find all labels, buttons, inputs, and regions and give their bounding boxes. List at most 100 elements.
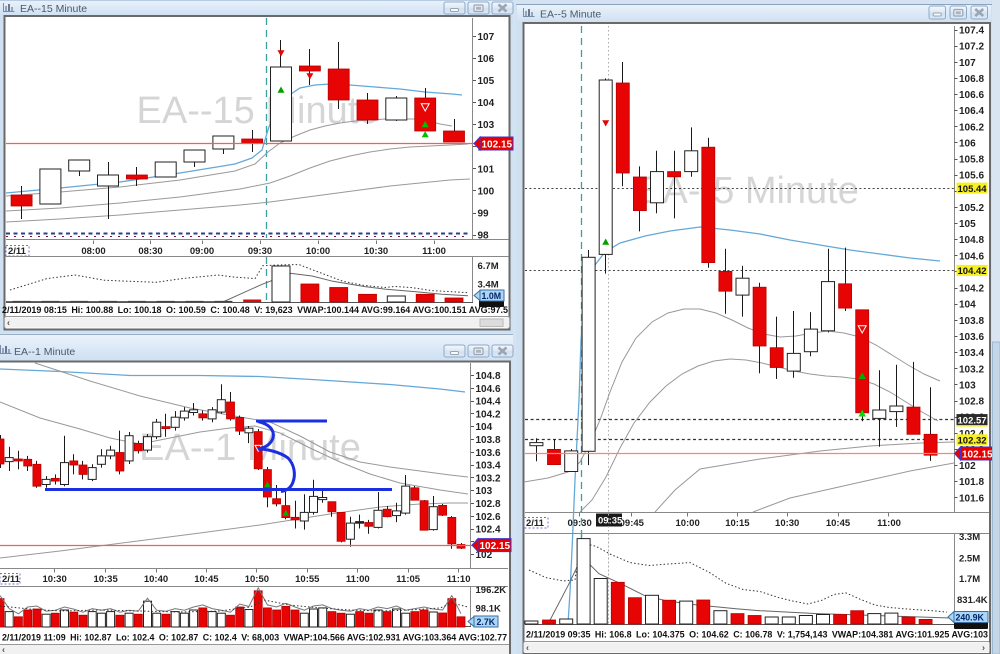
svg-text:104: 104	[959, 300, 976, 311]
svg-text:‹: ‹	[2, 645, 5, 654]
svg-text:104.8: 104.8	[959, 235, 984, 246]
svg-text:105.44: 105.44	[958, 184, 988, 195]
svg-text:105.8: 105.8	[959, 155, 984, 166]
svg-text:102.8: 102.8	[476, 499, 501, 510]
svg-text:2/11: 2/11	[2, 574, 21, 585]
svg-text:10:30: 10:30	[364, 246, 388, 257]
svg-text:09:45: 09:45	[620, 518, 645, 529]
svg-text:103: 103	[476, 486, 493, 497]
svg-text:104.2: 104.2	[476, 409, 501, 420]
svg-text:104: 104	[478, 98, 495, 109]
svg-text:106: 106	[959, 138, 976, 149]
svg-text:240.9K: 240.9K	[956, 612, 985, 622]
svg-text:11:05: 11:05	[396, 574, 420, 585]
svg-text:102: 102	[959, 461, 976, 472]
svg-text:104.4: 104.4	[476, 397, 501, 408]
svg-text:6.7M: 6.7M	[478, 261, 499, 272]
svg-text:103.2: 103.2	[476, 473, 501, 484]
svg-text:106.8: 106.8	[959, 74, 984, 85]
svg-text:09:00: 09:00	[190, 246, 214, 257]
svg-text:10:45: 10:45	[194, 574, 219, 585]
svg-text:107: 107	[478, 32, 495, 43]
svg-text:‹: ‹	[526, 643, 529, 653]
svg-text:104.6: 104.6	[959, 251, 984, 262]
svg-text:104.42: 104.42	[958, 266, 987, 277]
svg-text:2/11: 2/11	[526, 518, 545, 529]
svg-text:103: 103	[478, 120, 495, 131]
svg-text:196.2K: 196.2K	[476, 585, 507, 596]
svg-text:102.57: 102.57	[958, 415, 987, 426]
svg-text:103.2: 103.2	[959, 364, 984, 375]
svg-text:101.6: 101.6	[959, 493, 984, 504]
svg-text:2/11/2019 09:35 Hi: 106.8 Lo:: 2/11/2019 09:35 Hi: 106.8 Lo: 104.375 O:…	[526, 630, 988, 640]
svg-text:10:15: 10:15	[725, 518, 750, 529]
svg-text:98.1K: 98.1K	[476, 604, 501, 615]
svg-text:1.0M: 1.0M	[482, 291, 502, 301]
svg-text:11:00: 11:00	[346, 574, 370, 585]
svg-text:10:45: 10:45	[826, 518, 851, 529]
svg-text:102.6: 102.6	[476, 512, 501, 523]
svg-text:10:30: 10:30	[42, 574, 66, 585]
svg-text:98: 98	[478, 231, 490, 242]
svg-text:106.2: 106.2	[959, 122, 984, 133]
svg-text:08:00: 08:00	[81, 246, 105, 257]
svg-text:3.4M: 3.4M	[478, 280, 499, 291]
svg-text:‹: ‹	[7, 318, 10, 328]
svg-text:107.2: 107.2	[959, 42, 984, 53]
svg-text:103.6: 103.6	[476, 448, 501, 459]
svg-text:11:00: 11:00	[877, 518, 901, 529]
svg-text:2/11/2019 08:15 Hi: 100.88 Lo:: 2/11/2019 08:15 Hi: 100.88 Lo: 100.18 O:…	[2, 305, 508, 315]
svg-text:831.4K: 831.4K	[957, 595, 988, 606]
svg-text:105: 105	[959, 219, 976, 230]
svg-text:EA--15 Minute: EA--15 Minute	[20, 3, 87, 15]
svg-text:102.8: 102.8	[959, 397, 984, 408]
svg-text:105.2: 105.2	[959, 203, 984, 214]
svg-text:106.4: 106.4	[959, 106, 984, 117]
svg-text:10:30: 10:30	[775, 518, 799, 529]
svg-text:104: 104	[476, 422, 493, 433]
svg-text:10:00: 10:00	[675, 518, 699, 529]
svg-text:103.6: 103.6	[959, 332, 984, 343]
svg-text:101.8: 101.8	[959, 477, 984, 488]
svg-text:103: 103	[959, 380, 976, 391]
svg-text:103.4: 103.4	[476, 461, 501, 472]
svg-text:3.3M: 3.3M	[959, 532, 980, 543]
svg-text:102.15: 102.15	[482, 139, 513, 150]
svg-text:104.8: 104.8	[476, 371, 501, 382]
svg-text:2.5M: 2.5M	[959, 554, 980, 565]
svg-text:104.2: 104.2	[959, 284, 984, 295]
svg-text:09:30: 09:30	[248, 246, 272, 257]
svg-text:11:10: 11:10	[447, 574, 471, 585]
svg-text:10:40: 10:40	[144, 574, 168, 585]
svg-text:102.15: 102.15	[480, 541, 511, 552]
svg-text:103.4: 103.4	[959, 348, 984, 359]
svg-text:›: ›	[982, 643, 985, 653]
svg-text:EA--1 Minute: EA--1 Minute	[14, 346, 75, 358]
svg-text:2/11/2019 11:09 Hi: 102.87 Lo:: 2/11/2019 11:09 Hi: 102.87 Lo: 102.4 O: …	[2, 633, 507, 643]
svg-text:105.6: 105.6	[959, 171, 984, 182]
svg-text:09:30: 09:30	[567, 518, 591, 529]
svg-text:102: 102	[476, 550, 493, 561]
svg-text:EA--1 Minute: EA--1 Minute	[139, 427, 361, 469]
svg-text:10:50: 10:50	[245, 574, 269, 585]
svg-text:11:00: 11:00	[422, 246, 446, 257]
svg-text:99: 99	[478, 209, 490, 220]
svg-text:104.6: 104.6	[476, 384, 501, 395]
svg-text:08:30: 08:30	[138, 246, 162, 257]
svg-text:103.8: 103.8	[476, 435, 501, 446]
svg-text:1.7M: 1.7M	[959, 574, 980, 585]
svg-text:10:00: 10:00	[306, 246, 330, 257]
svg-text:105: 105	[478, 76, 495, 87]
svg-text:107: 107	[959, 58, 976, 69]
svg-text:102.15: 102.15	[962, 449, 993, 460]
svg-text:2/11: 2/11	[8, 246, 27, 257]
svg-text:102.4: 102.4	[476, 525, 501, 536]
svg-text:2.7K: 2.7K	[477, 617, 496, 627]
svg-text:09:35: 09:35	[598, 516, 623, 527]
svg-text:102.32: 102.32	[958, 436, 987, 447]
svg-text:106.6: 106.6	[959, 90, 984, 101]
svg-text:103.8: 103.8	[959, 316, 984, 327]
svg-text:100: 100	[478, 187, 495, 198]
svg-text:EA--5 Minute: EA--5 Minute	[540, 9, 601, 21]
svg-text:10:35: 10:35	[93, 574, 118, 585]
